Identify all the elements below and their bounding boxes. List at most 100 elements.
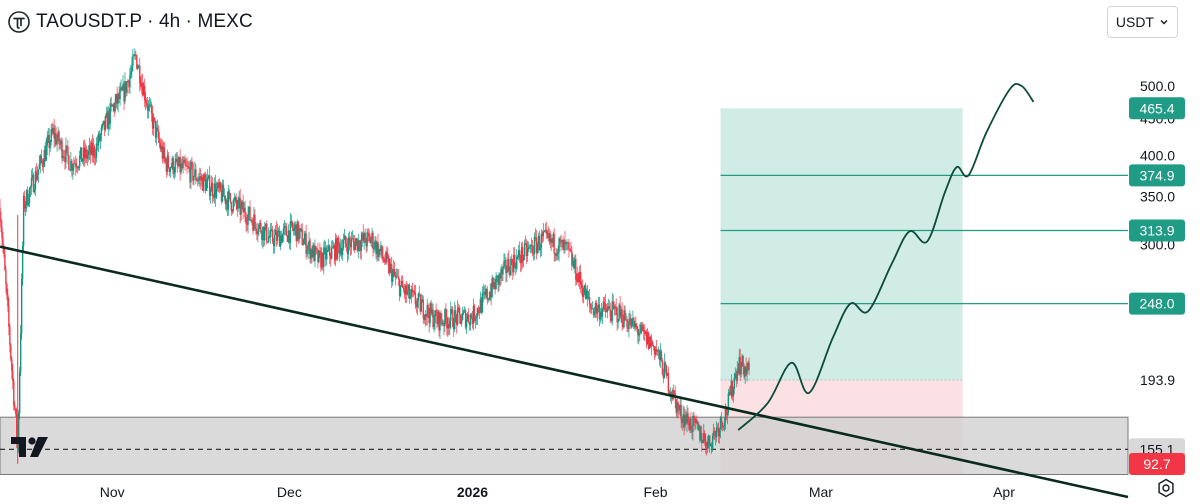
candle-body xyxy=(251,219,253,222)
candle-body xyxy=(75,163,77,167)
candle-body xyxy=(600,311,603,317)
candle-body xyxy=(74,163,76,165)
candle-body xyxy=(88,145,91,151)
candle-body xyxy=(748,362,750,371)
candle-body xyxy=(653,346,656,355)
candle-body xyxy=(307,245,309,251)
candle-body xyxy=(40,155,43,161)
level-badge-313.9[interactable] xyxy=(1129,219,1185,242)
candle-body xyxy=(213,183,216,198)
candle-body xyxy=(302,244,304,246)
candle-body xyxy=(619,304,621,317)
candle-body xyxy=(175,158,177,161)
take-profit-zone[interactable] xyxy=(720,108,963,380)
candle-body xyxy=(0,218,2,228)
candle-body xyxy=(626,319,628,328)
candle-body xyxy=(73,163,75,168)
candle-body xyxy=(532,253,535,255)
candle-body xyxy=(239,197,241,215)
descending-trendline[interactable] xyxy=(0,245,1129,499)
candle-body xyxy=(114,101,116,112)
candle-body xyxy=(462,311,465,314)
candle-body xyxy=(315,246,317,250)
candle-body xyxy=(267,241,269,243)
candle-body xyxy=(14,405,16,409)
stop-loss-badge[interactable] xyxy=(1129,453,1185,475)
take-profit-badge[interactable] xyxy=(1129,97,1185,120)
candle-body xyxy=(153,117,156,121)
candle-body xyxy=(34,171,37,190)
candle-body xyxy=(629,318,631,322)
candle-body xyxy=(394,269,396,276)
candle-body xyxy=(52,127,54,133)
candle-body xyxy=(432,309,434,328)
candle-body xyxy=(684,415,686,427)
chevron-down-icon xyxy=(1160,20,1168,25)
support-rectangle[interactable] xyxy=(0,416,1129,476)
candle-body xyxy=(608,306,610,310)
candle-body xyxy=(161,145,164,159)
level-badge-248.0[interactable] xyxy=(1129,292,1185,315)
candle-body xyxy=(508,258,510,272)
candle-body xyxy=(364,233,366,243)
candle-body xyxy=(639,332,641,335)
candle-body xyxy=(421,299,423,303)
gear-icon[interactable] xyxy=(1156,478,1176,498)
candle-body xyxy=(321,253,323,268)
candle-body xyxy=(238,197,240,200)
currency-selector[interactable]: USDT xyxy=(1106,6,1178,38)
candle-body xyxy=(479,298,482,313)
price-axis[interactable]: 500.0450.0400.0350.0300.0193.9465.4374.9… xyxy=(1129,78,1185,475)
candle-body xyxy=(186,165,188,167)
x-tick-label: Mar xyxy=(809,484,833,500)
candle-body xyxy=(171,158,173,168)
candle-body xyxy=(15,408,17,414)
candle-body xyxy=(236,204,238,209)
candle-body xyxy=(688,422,690,430)
trendline-layer[interactable] xyxy=(0,245,1129,499)
candle-body xyxy=(732,388,734,397)
time-axis[interactable]: Nov Dec 2026 Feb Mar Apr xyxy=(100,484,1015,500)
candle-body xyxy=(588,297,591,304)
candle-body xyxy=(106,113,108,129)
candle-body xyxy=(593,311,596,316)
candle-body xyxy=(645,331,648,345)
level-badge-374.9[interactable] xyxy=(1129,164,1185,187)
candle-body xyxy=(263,226,265,241)
candle-body xyxy=(202,177,204,191)
candle-body xyxy=(323,247,325,267)
candle-body xyxy=(243,207,245,213)
candle-body xyxy=(220,190,223,202)
candle-body xyxy=(654,348,657,355)
candle-body xyxy=(624,310,626,321)
candle-body xyxy=(68,155,70,170)
projected-path[interactable] xyxy=(737,82,1035,431)
candle-body xyxy=(365,242,367,247)
projection-layer[interactable] xyxy=(737,82,1035,431)
candle-body xyxy=(255,223,257,232)
candle-body xyxy=(644,329,646,334)
candle-body xyxy=(163,147,166,158)
tradingview-logo-icon[interactable] xyxy=(11,437,49,459)
candle-body xyxy=(603,301,606,304)
candle-body xyxy=(540,234,543,248)
candle-body xyxy=(125,81,127,93)
candle-body xyxy=(61,140,63,159)
candle-body xyxy=(169,167,171,172)
candle-body xyxy=(392,271,394,282)
candle-body xyxy=(197,180,199,182)
candle-body xyxy=(83,147,86,158)
candle-body xyxy=(144,100,147,103)
candle-body xyxy=(579,272,581,283)
candle-body xyxy=(184,159,186,165)
candle-body xyxy=(547,234,549,239)
candle-body xyxy=(288,230,291,243)
candle-body xyxy=(396,276,399,278)
candle-body xyxy=(30,177,33,187)
level-badge-313.9-text: 313.9 xyxy=(1139,222,1174,238)
candle-body xyxy=(205,178,207,191)
candle-body xyxy=(649,336,652,347)
candle-body xyxy=(330,255,332,259)
candle-body xyxy=(512,262,514,273)
